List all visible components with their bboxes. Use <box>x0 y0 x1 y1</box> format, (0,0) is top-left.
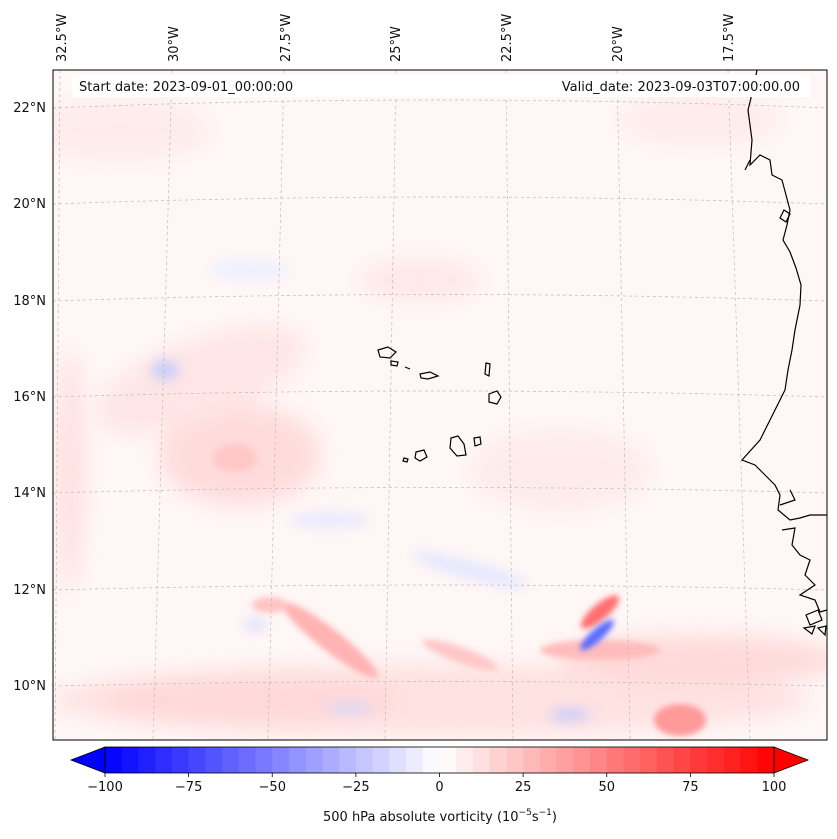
lat-tick: 22°N <box>13 101 46 116</box>
lon-tick: 32.5°W <box>55 14 70 62</box>
colorbar-bin <box>389 747 407 773</box>
colorbar <box>69 746 810 774</box>
colorbar-bin <box>422 747 441 773</box>
colorbar-bin <box>188 747 206 773</box>
colorbar-bin <box>690 747 708 773</box>
colorbar-bin <box>105 747 123 773</box>
colorbar-bin <box>539 747 558 773</box>
colorbar-bin <box>456 747 474 773</box>
graticule <box>53 70 827 740</box>
colorbar-bin <box>238 747 257 773</box>
colorbar-bin <box>205 747 223 773</box>
colorbar-tick-label: −50 <box>259 780 286 795</box>
colorbar-bin <box>523 747 541 773</box>
lon-tick: 27.5°W <box>279 14 294 62</box>
lat-tick: 16°N <box>13 390 46 405</box>
colorbar-tick-label: 0 <box>435 780 443 795</box>
colorbar-tick-label: 75 <box>682 780 699 795</box>
colorbar-bin <box>656 747 675 773</box>
valid-date-label: Valid_date: 2023-09-03T07:00:00.00 <box>562 80 800 95</box>
start-date-label: Start date: 2023-09-01_00:00:00 <box>79 80 293 95</box>
colorbar-bin <box>255 747 273 773</box>
colorbar-bin <box>339 747 357 773</box>
map-frame <box>52 69 828 741</box>
colorbar-bin <box>305 747 324 773</box>
lat-ticks: 22°N 20°N 18°N 16°N 14°N 12°N 10°N <box>13 101 46 694</box>
colorbar-bin <box>355 747 374 773</box>
colorbar-bin <box>272 747 290 773</box>
lon-tick: 20°W <box>611 26 626 62</box>
lat-tick: 14°N <box>13 486 46 501</box>
colorbar-tick-label: 100 <box>762 780 787 795</box>
colorbar-tick-label: 25 <box>515 780 532 795</box>
colorbar-bin <box>322 747 340 773</box>
colorbar-bin <box>439 747 457 773</box>
colorbar-bin <box>573 747 591 773</box>
colorbar-bin <box>288 747 307 773</box>
colorbar-tick-label: 50 <box>598 780 615 795</box>
colorbar-tick-label: −75 <box>175 780 202 795</box>
colorbar-bin <box>623 747 641 773</box>
colorbar-bin <box>740 747 758 773</box>
lat-tick: 12°N <box>13 583 46 598</box>
header-strip <box>72 75 810 97</box>
colorbar-bin <box>155 747 173 773</box>
colorbar-bin <box>556 747 574 773</box>
colorbar-bin <box>606 747 625 773</box>
colorbar-bin <box>171 747 190 773</box>
colorbar-bin <box>372 747 390 773</box>
colorbar-bin <box>723 747 742 773</box>
vorticity-field <box>53 70 827 740</box>
colorbar-bin <box>590 747 608 773</box>
colorbar-bin <box>489 747 507 773</box>
colorbar-ticks: −100 −75 −50 −25 0 25 50 75 100 <box>87 773 786 795</box>
lon-tick: 25°W <box>389 26 404 62</box>
colorbar-tick-label: −25 <box>342 780 369 795</box>
colorbar-extend-max <box>773 746 810 774</box>
colorbar-label: 500 hPa absolute vorticity (10−5s−1) <box>323 808 557 825</box>
colorbar-bin <box>472 747 491 773</box>
colorbar-bin <box>138 747 156 773</box>
lat-tick: 10°N <box>13 679 46 694</box>
colorbar-bin <box>757 747 775 773</box>
colorbar-bin <box>640 747 658 773</box>
lon-tick: 30°W <box>167 26 182 62</box>
lon-tick: 17.5°W <box>722 14 737 62</box>
colorbar-bin <box>121 747 140 773</box>
colorbar-bin <box>707 747 725 773</box>
colorbar-bin <box>673 747 691 773</box>
colorbar-bin <box>506 747 524 773</box>
cape-verde-islands <box>377 346 502 463</box>
colorbar-bin <box>406 747 424 773</box>
lat-tick: 18°N <box>13 294 46 309</box>
coastline <box>740 70 827 637</box>
colorbar-bin <box>222 747 240 773</box>
lat-tick: 20°N <box>13 197 46 212</box>
colorbar-tick-label: −100 <box>87 780 123 795</box>
lon-tick: 22.5°W <box>500 14 515 62</box>
lon-ticks: 32.5°W 30°W 27.5°W 25°W 22.5°W 20°W 17.5… <box>55 14 737 62</box>
colorbar-extend-min <box>69 746 106 774</box>
